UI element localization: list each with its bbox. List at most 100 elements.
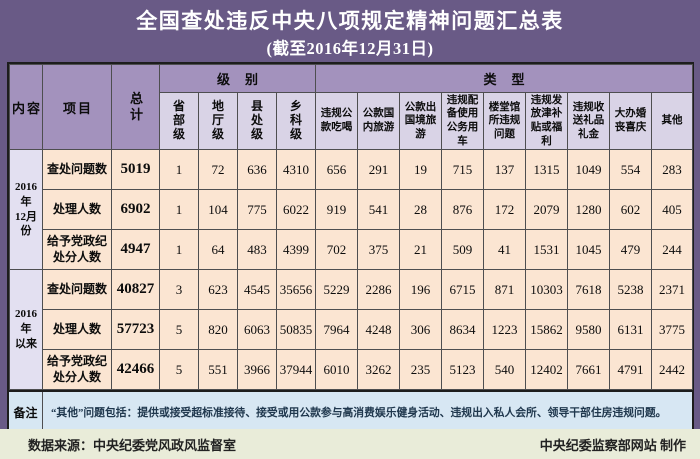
type-value-4: 871: [483, 269, 527, 310]
type-value-8: 283: [651, 149, 694, 190]
total-value: 4947: [111, 229, 160, 270]
type-value-7: 4791: [609, 349, 653, 390]
title-area: 全国查处违反中央八项规定精神问题汇总表 (截至2016年12月31日): [0, 0, 700, 59]
header-level-label: 县处级: [250, 98, 263, 142]
header-type-group: 类型: [315, 64, 694, 93]
type-value-2: 306: [399, 309, 443, 350]
project-label: 查处问题数: [42, 149, 112, 190]
level-value-1: 623: [198, 269, 238, 310]
level-value-0: 5: [159, 309, 199, 350]
level-value-2: 636: [237, 149, 277, 190]
type-value-1: 2286: [357, 269, 401, 310]
type-value-1: 3262: [357, 349, 401, 390]
header-level-label: 地厅级: [211, 98, 224, 142]
total-value: 40827: [111, 269, 160, 310]
footer-band: 数据来源：中央纪委党风政风监督室 中央纪委监察部网站 制作: [0, 429, 700, 459]
table-row-s1-r1: 处理人数 57723 5 820 6063 50835 7964 4248 306 8634 122…: [10, 309, 694, 350]
type-value-1: 4248: [357, 309, 401, 350]
type-value-7: 554: [609, 149, 653, 190]
type-value-0: 7964: [315, 309, 359, 350]
remark-label: 备注: [9, 392, 43, 432]
page-subtitle: (截至2016年12月31日): [266, 39, 434, 59]
level-value-2: 6063: [237, 309, 277, 350]
type-value-5: 15862: [525, 309, 569, 350]
header-type-2: 公款出国境旅游: [399, 92, 443, 150]
type-value-7: 5238: [609, 269, 653, 310]
level-value-1: 104: [198, 189, 238, 230]
type-value-1: 291: [357, 149, 401, 190]
level-value-0: 1: [159, 189, 199, 230]
type-value-0: 5229: [315, 269, 359, 310]
data-source-text: 数据来源：中央纪委党风政风监督室: [28, 437, 237, 453]
type-value-6: 1045: [567, 229, 611, 270]
table-row-s1-r0: 2016年 以来 查处问题数 40827 3 623 4545 35656 5229 2286 19…: [9, 269, 694, 390]
header-type-0: 违规公款吃喝: [315, 92, 359, 150]
type-value-5: 10303: [525, 269, 569, 310]
header-type-8: 其他: [651, 92, 694, 150]
type-value-5: 1315: [525, 149, 569, 190]
table-row-s1-r2: 给予党政纪处分人数 42466 5 551 3966 37944 6010 3262 235 51…: [10, 349, 694, 390]
header-level-group: 级别: [158, 64, 317, 93]
level-value-2: 775: [237, 189, 277, 230]
type-value-3: 6715: [441, 269, 485, 310]
header-level-3: 乡科级: [275, 92, 317, 150]
level-value-3: 50835: [275, 309, 317, 350]
header-type-3: 违规配备使用公务用车: [441, 92, 485, 150]
header-content: 内容: [9, 64, 43, 150]
type-value-6: 1049: [567, 149, 611, 190]
header-level-1: 地厅级: [198, 92, 238, 150]
table-row-s0-r1: 处理人数 6902 1 104 775 6022 919 541 28 876 172 2079 128…: [10, 189, 694, 230]
total-value: 57723: [111, 309, 160, 350]
type-value-0: 919: [315, 189, 359, 230]
level-value-3: 4399: [275, 229, 317, 270]
type-value-2: 21: [399, 229, 443, 270]
type-value-0: 656: [315, 149, 359, 190]
project-label: 给予党政纪处分人数: [42, 229, 112, 270]
section-label-0: 2016年 12月份: [9, 149, 43, 270]
type-value-4: 137: [483, 149, 527, 190]
type-value-8: 2371: [651, 269, 694, 310]
type-value-0: 6010: [315, 349, 359, 390]
level-value-0: 5: [159, 349, 199, 390]
table-row-s0-r2: 给予党政纪处分人数 4947 1 64 483 4399 702 375 21 509 41 1531…: [10, 229, 694, 270]
type-value-4: 172: [483, 189, 527, 230]
level-value-2: 483: [237, 229, 277, 270]
type-value-8: 405: [651, 189, 694, 230]
header-type-7: 大办婚丧喜庆: [609, 92, 653, 150]
level-value-1: 820: [198, 309, 238, 350]
type-value-7: 6131: [609, 309, 653, 350]
type-value-3: 876: [441, 189, 485, 230]
total-value: 6902: [111, 189, 160, 230]
table-row-s0-r0: 2016年 12月份 查处问题数 5019 1 72 636 4310 656 291 19 715 1…: [9, 149, 694, 270]
total-value: 5019: [111, 149, 160, 190]
level-value-1: 72: [198, 149, 238, 190]
type-value-4: 1223: [483, 309, 527, 350]
type-value-1: 375: [357, 229, 401, 270]
header-type-6: 违规收送礼品礼金: [567, 92, 611, 150]
level-value-3: 35656: [275, 269, 317, 310]
header-level-0: 省部级: [159, 92, 199, 150]
type-value-6: 1280: [567, 189, 611, 230]
type-value-2: 19: [399, 149, 443, 190]
level-value-1: 551: [198, 349, 238, 390]
type-value-3: 715: [441, 149, 485, 190]
summary-table: 内容 项目 总计 级别 类型 省部级 地厅级 县处级 乡科级 违规公款吃喝 公款国内旅游公…: [9, 64, 694, 390]
type-value-8: 244: [651, 229, 694, 270]
type-value-5: 12402: [525, 349, 569, 390]
type-value-0: 702: [315, 229, 359, 270]
level-value-3: 6022: [275, 189, 317, 230]
header-type-4: 楼堂馆所违规问题: [483, 92, 527, 150]
project-label: 处理人数: [42, 309, 112, 350]
remark-text: “其他”问题包括：提供或接受超标准接待、接受或用公款参与高消费娱乐健身活动、违规…: [51, 407, 667, 419]
level-value-2: 3966: [237, 349, 277, 390]
type-value-4: 41: [483, 229, 527, 270]
level-value-3: 4310: [275, 149, 317, 190]
header-total: 总计: [111, 64, 160, 150]
header-total-label: 总计: [129, 91, 143, 122]
section-label-1: 2016年 以来: [9, 269, 43, 390]
page-title: 全国查处违反中央八项规定精神问题汇总表: [136, 9, 564, 33]
header-level-label: 乡科级: [289, 98, 302, 142]
project-label: 查处问题数: [42, 269, 112, 310]
header-level-2: 县处级: [237, 92, 277, 150]
type-value-4: 540: [483, 349, 527, 390]
